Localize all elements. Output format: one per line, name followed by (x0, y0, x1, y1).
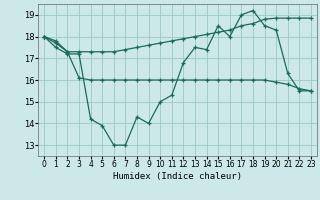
X-axis label: Humidex (Indice chaleur): Humidex (Indice chaleur) (113, 172, 242, 181)
